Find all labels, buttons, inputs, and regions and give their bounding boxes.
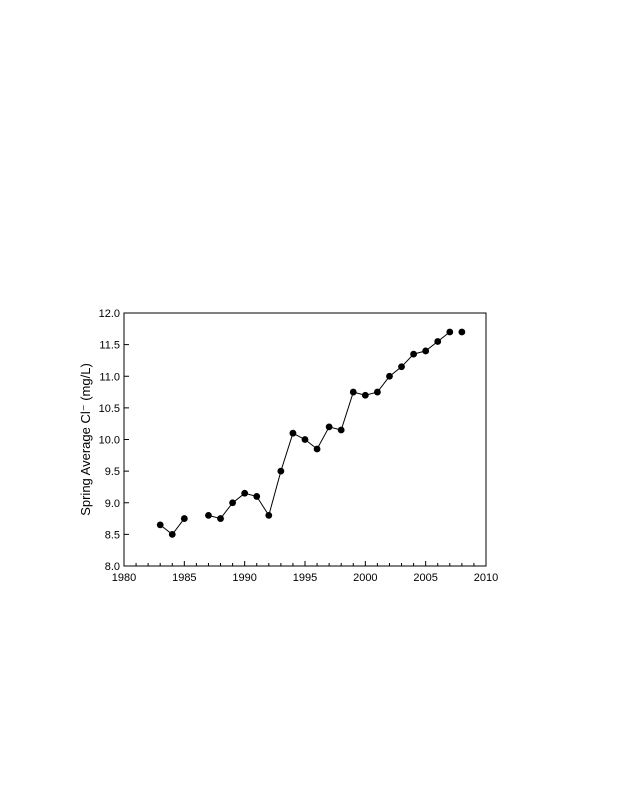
x-tick-label: 1995 [293,572,317,584]
data-point [301,436,309,443]
data-point [337,426,345,434]
y-tick-label: 8.5 [105,529,120,541]
data-point [205,512,212,519]
y-axis-title: Spring Average Cl⁻ (mg/L) [78,363,93,516]
x-tick-label: 1990 [232,572,256,584]
x-axis: 1980 1985 1990 1995 2000 2005 2010 [112,561,498,584]
y-tick-label: 9.0 [105,498,120,510]
y-tick-label: 10.5 [99,403,120,415]
y-tick-label: 10.0 [99,435,120,447]
data-point [374,388,381,396]
x-tick-label: 1980 [112,572,136,584]
y-tick-label: 9.5 [105,466,120,478]
y-tick-label: 11.0 [99,371,120,383]
data-point [265,512,273,519]
data-point [325,423,333,431]
data-point [229,499,237,507]
x-tick-label: 2005 [413,572,437,584]
x-tick-label: 1985 [172,572,196,584]
data-point [446,328,454,336]
series-points [156,328,466,538]
data-point [277,467,285,475]
data-point [458,328,466,336]
data-point [410,350,417,358]
x-tick-label: 2010 [474,572,498,584]
data-point [156,521,164,529]
data-point [289,429,297,437]
series-lines [159,331,451,536]
data-point [361,391,369,399]
y-tick-label: 11.5 [99,340,120,352]
y-axis: 8.0 8.5 9.0 9.5 10.0 10.5 11.0 11.5 12.0 [99,308,129,573]
data-point [253,493,261,500]
data-point [168,530,176,538]
x-tick-label: 2000 [353,572,377,584]
data-point [386,372,393,380]
data-point [422,347,430,355]
data-point [217,515,224,522]
data-point [349,388,357,396]
y-tick-label: 8.0 [105,561,120,573]
y-tick-label: 12.0 [99,308,120,320]
data-point [313,445,321,453]
data-point [180,515,188,522]
data-point [434,338,442,345]
data-point [398,363,405,371]
data-point [241,489,249,497]
